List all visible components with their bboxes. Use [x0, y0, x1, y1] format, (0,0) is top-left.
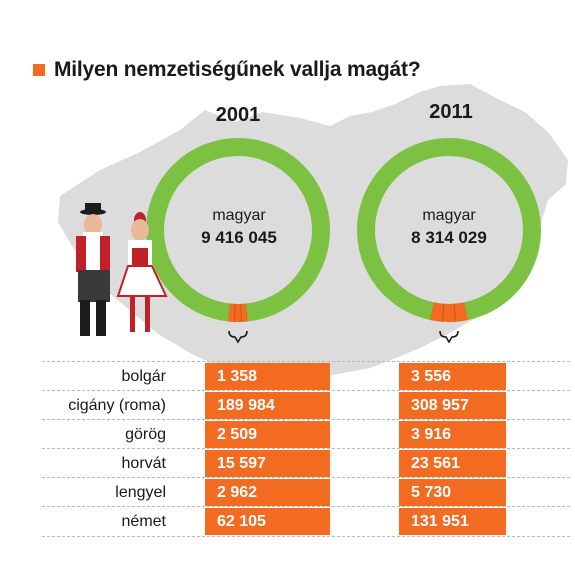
donut-value-label: 9 416 045 — [201, 228, 277, 247]
table-row: görög 2 509 3 916 — [42, 419, 570, 449]
value-cell-2011: 308 957 — [399, 392, 506, 419]
table-row: horvát 15 597 23 561 — [42, 448, 570, 478]
woman-in-folk-costume-icon — [116, 212, 168, 332]
table-row: cigány (roma) 189 984 308 957 — [42, 390, 570, 420]
year-label-2011: 2011 — [429, 101, 473, 123]
category-label: horvát — [121, 455, 166, 472]
brace-icon — [228, 330, 248, 344]
value-cell-2001: 62 105 — [205, 508, 330, 535]
donut-value-label: 8 314 029 — [411, 228, 487, 247]
chart-title: Milyen nemzetiségűnek vallja magát? — [54, 58, 421, 81]
table-row: lengyel 2 962 5 730 — [42, 477, 570, 507]
donut-category-label: magyar — [422, 207, 476, 224]
donut-minority-slice-2001 — [227, 303, 249, 322]
value-cell-2011: 3 556 — [399, 363, 506, 390]
donut-slice-divider — [453, 303, 457, 322]
category-label: cigány (roma) — [68, 397, 166, 414]
value-cell-2011: 131 951 — [399, 508, 506, 535]
category-label: német — [121, 513, 166, 530]
value-cell-2011: 23 561 — [399, 450, 506, 477]
year-label-2001: 2001 — [215, 104, 261, 126]
donut-label-2001: magyar 9 416 045 — [164, 205, 314, 249]
table-row: bolgár 1 358 3 556 — [42, 361, 570, 391]
value-cell-2011: 3 916 — [399, 421, 506, 448]
donut-slice-divider — [233, 303, 236, 322]
donut-minority-slice-2011 — [430, 302, 468, 322]
table-row: német 62 105 131 951 — [42, 506, 570, 537]
category-label: görög — [125, 426, 166, 443]
value-cell-2001: 189 984 — [205, 392, 330, 419]
donut-slice-divider — [240, 303, 243, 322]
value-cell-2001: 2 962 — [205, 479, 330, 506]
donut-label-2011: magyar 8 314 029 — [374, 205, 524, 249]
title-bullet-icon — [33, 64, 45, 76]
category-label: bolgár — [121, 368, 166, 385]
value-cell-2001: 2 509 — [205, 421, 330, 448]
title-row: Milyen nemzetiségűnek vallja magát? — [33, 57, 421, 83]
brace-icon — [439, 330, 459, 344]
value-cell-2001: 1 358 — [205, 363, 330, 390]
donut-slice-divider — [441, 303, 445, 322]
category-label: lengyel — [115, 484, 166, 501]
donut-category-label: magyar — [212, 207, 266, 224]
value-cell-2011: 5 730 — [399, 479, 506, 506]
value-cell-2001: 15 597 — [205, 450, 330, 477]
man-in-folk-costume-icon — [76, 203, 110, 336]
